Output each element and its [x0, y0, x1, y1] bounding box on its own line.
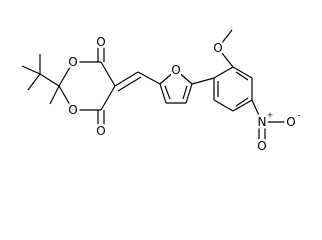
- atom-label: O: [68, 103, 77, 117]
- charge: +: [267, 111, 274, 120]
- atom-label: O: [96, 124, 105, 138]
- atom-label: O: [286, 115, 295, 129]
- atom-label: O: [257, 139, 266, 153]
- atom-label: O: [96, 35, 105, 49]
- atom-label: N: [258, 115, 267, 129]
- atom-label: O: [213, 41, 222, 55]
- atom-label: O: [171, 63, 180, 77]
- atom-label: O: [68, 55, 77, 69]
- molecule: O O O O O O N + O - O: [21, 29, 302, 156]
- bonds: [21, 29, 290, 146]
- atom-labels: O O O O O O N + O - O: [66, 33, 302, 156]
- charge: -: [298, 111, 301, 120]
